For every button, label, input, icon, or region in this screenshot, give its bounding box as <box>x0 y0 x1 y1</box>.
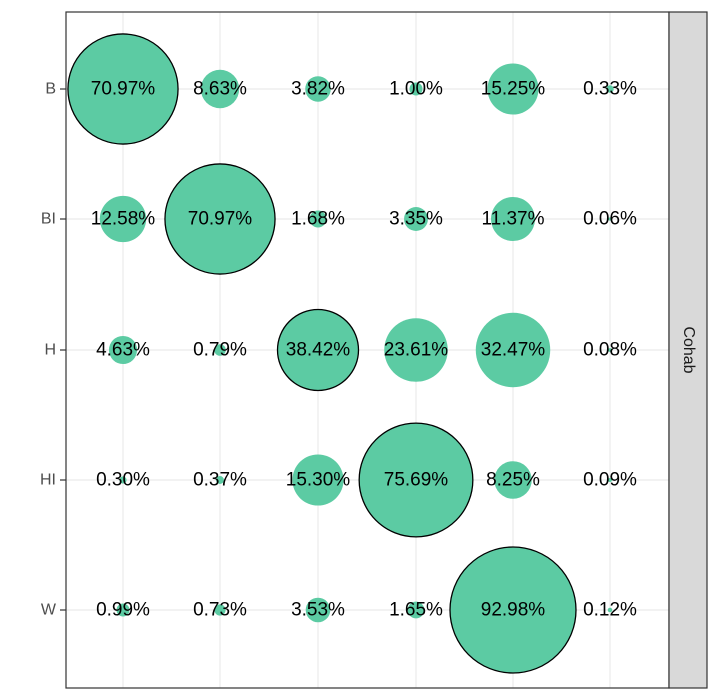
cell-label-bi-2: 70.97% <box>188 209 253 230</box>
cell-label-h-2: 0.79% <box>193 340 247 361</box>
cell-label-hi-6: 0.09% <box>583 470 637 491</box>
cell-label-hi-4: 75.69% <box>384 470 449 491</box>
cell-label-hi-3: 15.30% <box>286 470 351 491</box>
bubble-bi-2 <box>164 163 276 275</box>
bubble-hi-4 <box>358 422 474 538</box>
cell-label-w-4: 1.65% <box>389 600 443 621</box>
bubble-b-2 <box>200 69 240 109</box>
bubble-w-2 <box>214 604 226 616</box>
bubble-hi-5 <box>494 461 532 499</box>
cell-labels: 70.97% 8.63% 3.82% 1.00% 15.25% 0.33% 12.58% 70… <box>91 79 637 621</box>
cell-label-b-5: 15.25% <box>481 79 546 100</box>
cell-label-bi-1: 12.58% <box>91 209 156 230</box>
cell-label-w-5: 92.98% <box>481 600 546 621</box>
bubble-h-1 <box>108 335 138 365</box>
y-tick-label-w: W <box>41 602 57 619</box>
bubble-hi-2 <box>216 476 224 484</box>
bubble-hi-3 <box>292 454 344 506</box>
cell-label-hi-2: 0.37% <box>193 470 247 491</box>
cell-label-w-1: 0.99% <box>96 600 150 621</box>
cell-label-b-6: 0.33% <box>583 79 637 100</box>
cell-label-b-3: 3.82% <box>291 79 345 100</box>
cell-label-w-3: 3.53% <box>291 600 345 621</box>
cell-label-b-4: 1.00% <box>389 79 443 100</box>
cell-label-hi-1: 0.30% <box>96 470 150 491</box>
bubble-b-5 <box>487 63 539 115</box>
cell-label-bi-4: 3.35% <box>389 209 443 230</box>
bubble-h-6 <box>608 348 612 352</box>
cell-label-w-2: 0.73% <box>193 600 247 621</box>
bubble-h-4 <box>384 318 448 382</box>
y-tick-label-bi: BI <box>41 211 56 228</box>
facet-strip-background <box>668 11 708 689</box>
bubble-w-3 <box>305 597 331 623</box>
bubble-w-5 <box>449 546 577 674</box>
bubble-hi-1 <box>119 476 127 484</box>
bubble-h-5 <box>475 312 551 388</box>
cell-label-bi-3: 1.68% <box>291 209 345 230</box>
cell-label-h-6: 0.08% <box>583 340 637 361</box>
bubble-bi-6 <box>608 217 612 221</box>
bubbles <box>67 33 614 674</box>
bubble-b-3 <box>305 76 331 102</box>
cell-label-h-1: 4.63% <box>96 340 150 361</box>
facet-strip: Cohab <box>668 11 708 689</box>
bubble-h-2 <box>214 344 226 356</box>
bubble-w-1 <box>116 603 130 617</box>
cell-label-h-4: 23.61% <box>384 340 449 361</box>
cell-label-w-6: 0.12% <box>583 600 637 621</box>
cell-label-bi-5: 11.37% <box>481 209 544 230</box>
cell-label-h-3: 38.42% <box>286 340 351 361</box>
facet-strip-label: Cohab <box>680 326 697 373</box>
y-axis: B BI H HI W <box>40 81 66 619</box>
cell-label-hi-5: 8.25% <box>486 470 540 491</box>
bubble-b-1 <box>67 33 179 145</box>
cell-label-bi-6: 0.06% <box>583 209 637 230</box>
y-tick-label-hi: HI <box>40 472 56 489</box>
y-tick-label-b: B <box>45 81 56 98</box>
y-tick-label-h: H <box>44 342 56 359</box>
bubble-b-4 <box>409 82 423 96</box>
cell-label-h-5: 32.47% <box>481 340 546 361</box>
bubble-bi-3 <box>309 210 327 228</box>
bubble-bi-1 <box>99 195 147 243</box>
cell-label-b-1: 70.97% <box>91 79 156 100</box>
bubble-h-3 <box>276 308 360 392</box>
bubble-w-6 <box>607 607 613 613</box>
bubble-hi-6 <box>608 478 612 482</box>
cell-label-b-2: 8.63% <box>193 79 247 100</box>
bubble-bi-4 <box>404 207 428 231</box>
bubble-w-4 <box>407 601 425 619</box>
bubble-bi-5 <box>490 196 536 242</box>
bubble-b-6 <box>606 85 614 93</box>
